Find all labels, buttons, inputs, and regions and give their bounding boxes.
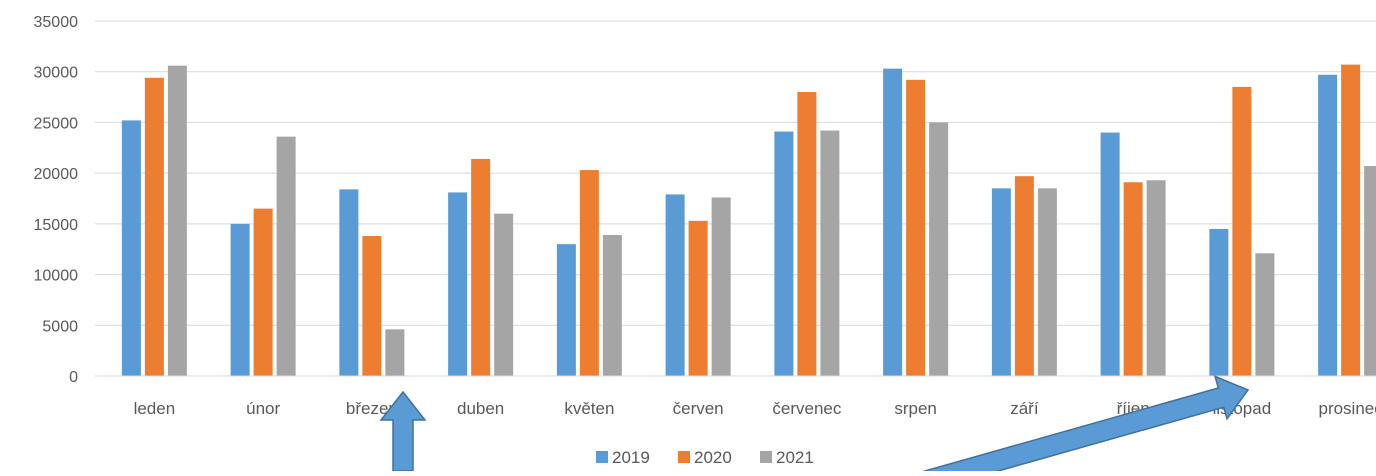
bar-2019-9 [1100, 132, 1120, 376]
annotation-arrow-brezen [379, 390, 427, 472]
bar-2021-1 [276, 136, 296, 376]
bar-2021-10 [1255, 253, 1275, 376]
legend[interactable]: 2019 2020 2021 [596, 448, 814, 467]
bar-2021-0 [167, 65, 187, 376]
gridlines [95, 20, 1376, 326]
y-tick-label: 30000 [34, 65, 79, 82]
bar-2021-7 [929, 122, 949, 376]
bar-2020-0 [144, 77, 164, 377]
bar-2021-5 [711, 197, 731, 376]
bar-2020-3 [471, 158, 491, 376]
bar-2019-10 [1209, 228, 1229, 376]
x-tick-label: červen [673, 399, 724, 418]
legend-item-2020[interactable]: 2020 [678, 448, 732, 467]
legend-label: 2019 [612, 448, 650, 467]
x-tick-label: květen [564, 399, 614, 418]
x-tick-label: srpen [894, 399, 937, 418]
bar-2021-6 [820, 130, 840, 376]
x-tick-label: červenec [772, 399, 841, 418]
y-tick-label: 0 [69, 369, 78, 386]
bars [121, 64, 1376, 377]
bar-2021-9 [1146, 180, 1166, 376]
bar-2019-1 [230, 223, 250, 376]
legend-swatch [596, 451, 608, 463]
bar-2020-1 [253, 208, 273, 376]
annotation-arrow-listopad [908, 375, 1250, 476]
x-tick-label: únor [246, 399, 280, 418]
y-tick-label: 25000 [34, 115, 79, 132]
bar-2020-7 [906, 79, 926, 376]
bar-2020-8 [1014, 176, 1034, 376]
bar-2021-2 [385, 329, 405, 376]
bar-2020-6 [797, 92, 817, 376]
bar-2019-3 [448, 192, 468, 376]
bar-2021-4 [602, 235, 622, 376]
bar-2021-3 [494, 213, 514, 376]
legend-swatch [760, 451, 772, 463]
y-axis-tick-labels: 0 5000 10000 15000 20000 25000 30000 35000 [34, 14, 79, 386]
y-tick-label: 10000 [34, 268, 79, 285]
bar-2019-0 [121, 120, 141, 377]
bar-2019-11 [1318, 74, 1338, 376]
bar-2019-2 [339, 189, 359, 376]
y-tick-label: 20000 [34, 166, 79, 183]
bar-2020-2 [362, 236, 382, 376]
bar-2020-10 [1232, 86, 1252, 376]
bar-2019-4 [556, 244, 576, 376]
bar-2019-8 [991, 188, 1011, 376]
bar-2020-9 [1123, 182, 1143, 376]
y-tick-label: 5000 [42, 318, 78, 335]
x-tick-label: září [1010, 399, 1039, 418]
bar-2021-11 [1364, 166, 1376, 376]
y-tick-label: 35000 [34, 14, 79, 31]
annotations [379, 375, 1250, 476]
x-tick-label: leden [134, 399, 176, 418]
bar-2020-11 [1341, 64, 1361, 376]
x-tick-label: březen [346, 399, 398, 418]
legend-label: 2020 [694, 448, 732, 467]
bar-2020-5 [688, 220, 708, 376]
bar-2020-4 [579, 170, 599, 376]
legend-label: 2021 [776, 448, 814, 467]
bar-2019-7 [883, 68, 903, 377]
legend-swatch [678, 451, 690, 463]
legend-item-2021[interactable]: 2021 [760, 448, 814, 467]
bar-2019-5 [665, 194, 685, 376]
bar-2019-6 [774, 131, 794, 376]
x-tick-label: duben [457, 399, 504, 418]
legend-item-2019[interactable]: 2019 [596, 448, 650, 467]
x-tick-label: prosinec [1318, 399, 1376, 418]
bar-2021-8 [1037, 188, 1057, 376]
y-tick-label: 15000 [34, 217, 79, 234]
